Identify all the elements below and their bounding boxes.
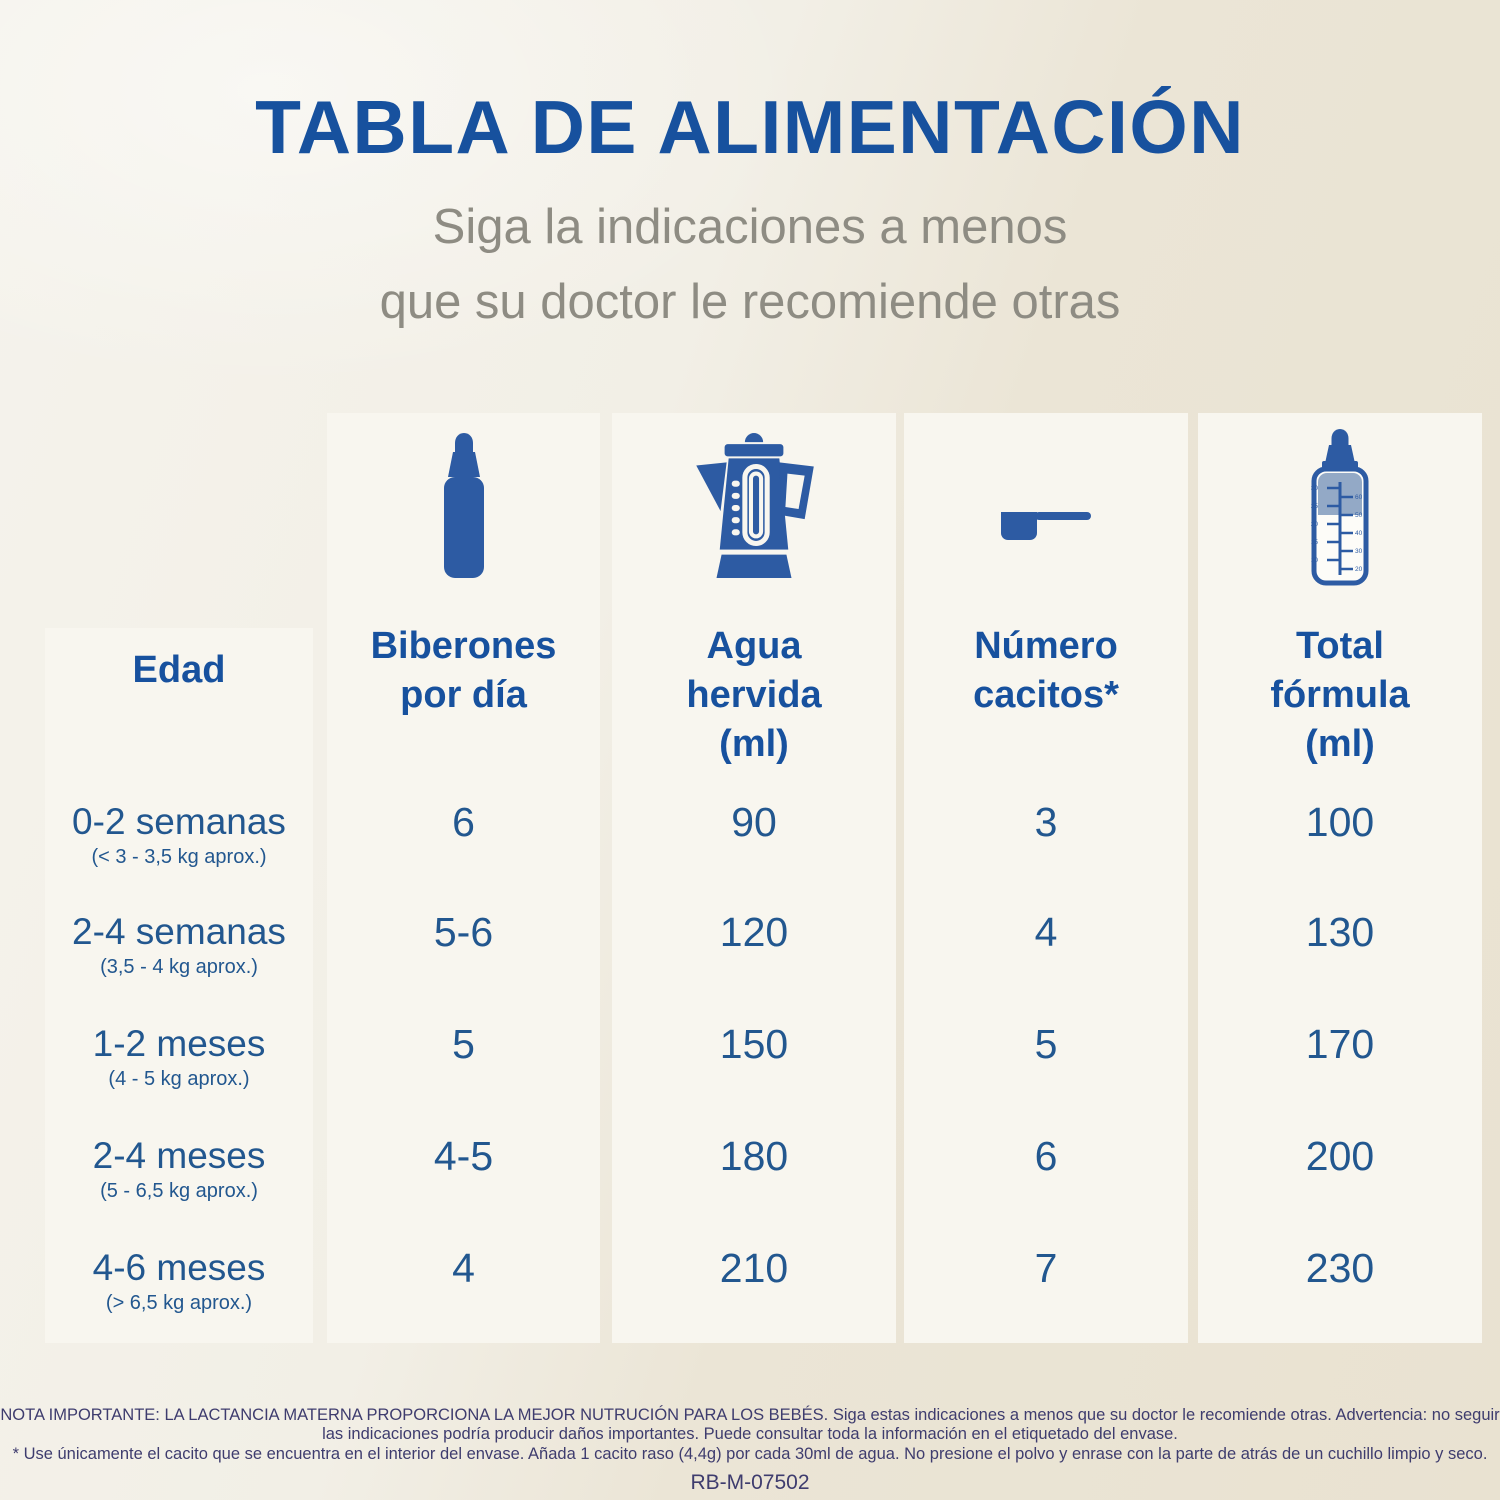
table-row: 2-4 semanas (3,5 - 4 kg aprox.) 5-6 120 … [0, 910, 1500, 992]
formula-value: 100 [1305, 799, 1375, 845]
formula-value: 130 [1305, 909, 1375, 955]
important-note: NOTA IMPORTANTE: LA LACTANCIA MATERNA PR… [0, 1406, 1500, 1443]
age-cell: 1-2 meses (4 - 5 kg aprox.) [45, 1022, 313, 1091]
agua-value: 150 [719, 1021, 789, 1067]
scale-label: 30 [1311, 485, 1319, 492]
page-title: TABLA DE ALIMENTACIÓN [255, 85, 1245, 169]
cacitos-value: 5 [1034, 1021, 1058, 1067]
biberones-value: 6 [452, 799, 475, 845]
agua-value: 180 [719, 1133, 789, 1179]
formula-value: 200 [1305, 1133, 1375, 1179]
weight-note: (> 6,5 kg aprox.) [105, 1292, 253, 1314]
age-cell: 2-4 semanas (3,5 - 4 kg aprox.) [45, 910, 313, 979]
page-subtitle: Siga la indicaciones a menos que su doct… [379, 200, 1121, 329]
agua-value: 120 [719, 909, 789, 955]
age-label: 2-4 meses [92, 1135, 266, 1176]
cacitos-value: 7 [1034, 1245, 1058, 1291]
scale-label: 10 [1311, 557, 1319, 564]
age-cell: 0-2 semanas (< 3 - 3,5 kg aprox.) [45, 800, 313, 869]
footer-notes: NOTA IMPORTANTE: LA LACTANCIA MATERNA PR… [0, 1406, 1500, 1495]
scale-label: 20 [1355, 566, 1363, 573]
column-header-edad: Edad [132, 649, 226, 691]
age-label: 2-4 semanas [72, 911, 286, 952]
biberones-value: 5 [452, 1021, 475, 1067]
scale-label: 50 [1355, 512, 1363, 519]
scoop-footnote: * Use únicamente el cacito que se encuen… [12, 1445, 1488, 1463]
column-header-cacitos: Número cacitos* [973, 625, 1119, 716]
biberones-value: 5-6 [433, 909, 494, 955]
formula-value: 230 [1305, 1245, 1375, 1291]
scale-label: 40 [1355, 530, 1363, 537]
weight-note: (5 - 6,5 kg aprox.) [100, 1180, 258, 1202]
scale-label: 60 [1355, 494, 1363, 501]
weight-note: (3,5 - 4 kg aprox.) [100, 956, 258, 978]
scale-label: 15 [1311, 539, 1319, 546]
age-cell: 2-4 meses (5 - 6,5 kg aprox.) [45, 1134, 313, 1203]
age-label: 4-6 meses [92, 1247, 266, 1288]
table-row: 0-2 semanas (< 3 - 3,5 kg aprox.) 6 90 3… [0, 800, 1500, 882]
column-header-formula: Total fórmula (ml) [1270, 625, 1410, 765]
biberones-value: 4 [452, 1245, 475, 1291]
baby-bottle-icon [327, 420, 600, 592]
cacitos-value: 4 [1034, 909, 1058, 955]
age-label: 1-2 meses [92, 1023, 266, 1064]
cacitos-value: 3 [1034, 799, 1058, 845]
age-label: 0-2 semanas [72, 801, 286, 842]
scale-label: 30 [1355, 548, 1363, 555]
scale-label: 25 [1311, 503, 1319, 510]
weight-note: (4 - 5 kg aprox.) [108, 1068, 250, 1090]
agua-value: 210 [719, 1245, 789, 1291]
kettle-icon [612, 420, 896, 592]
reference-code: RB-M-07502 [690, 1471, 810, 1494]
biberones-value: 4-5 [433, 1133, 494, 1179]
table-row: 2-4 meses (5 - 6,5 kg aprox.) 4-5 180 6 … [0, 1134, 1500, 1216]
column-header-biberones: Biberones por día [370, 625, 557, 716]
cacitos-value: 6 [1034, 1133, 1058, 1179]
measuring-bottle-icon: 30 25 20 15 10 60 50 40 30 20 [1198, 420, 1482, 592]
agua-value: 90 [731, 799, 777, 845]
weight-note: (< 3 - 3,5 kg aprox.) [91, 846, 267, 868]
age-cell: 4-6 meses (> 6,5 kg aprox.) [45, 1246, 313, 1315]
scale-label: 20 [1311, 521, 1319, 528]
cacitos-column-band [904, 413, 1188, 1343]
table-row: 1-2 meses (4 - 5 kg aprox.) 5 150 5 170 [0, 1022, 1500, 1104]
scoop-icon [904, 420, 1188, 592]
formula-value: 170 [1305, 1021, 1375, 1067]
column-header-agua: Agua hervida (ml) [686, 625, 822, 765]
table-row: 4-6 meses (> 6,5 kg aprox.) 4 210 7 230 [0, 1246, 1500, 1328]
edad-column-band [45, 628, 313, 1343]
